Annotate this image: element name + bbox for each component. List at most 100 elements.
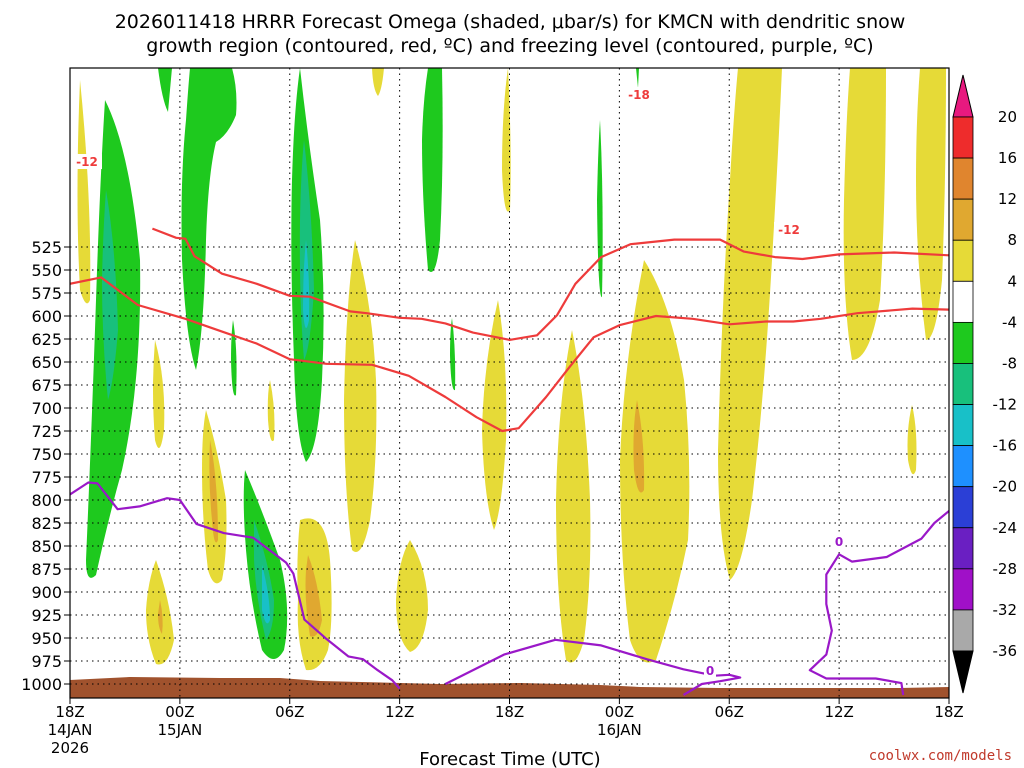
- x-tick-label: 06Z: [275, 703, 304, 721]
- x-axis-label: Forecast Time (UTC): [419, 749, 600, 768]
- x-tick-label: 18Z: [495, 703, 524, 721]
- contour-line: [152, 227, 949, 341]
- y-tick-label: 775: [31, 468, 62, 487]
- omega-neg-region: [422, 68, 443, 272]
- omega-pos-region: [396, 540, 428, 652]
- y-tick-label: 925: [31, 606, 62, 625]
- omega-neg-core: [102, 190, 118, 400]
- contour-line: [444, 638, 742, 696]
- x-tick-label: 12Z: [385, 703, 414, 721]
- colorbar-label: -32: [993, 601, 1018, 619]
- colorbar-label: 8: [1007, 231, 1017, 249]
- contour-line: [808, 510, 949, 696]
- x-tick-label: 18Z: [55, 703, 84, 721]
- colorbar: 20 16 12 8 4 -4 -8 -12 -16 -20 -24 -28 -32 -36: [952, 74, 1018, 694]
- omega-pos-region: [718, 68, 782, 580]
- contour-labels: -12 -18 -12 0 0: [72, 87, 845, 678]
- colorbar-bin: [952, 280, 974, 323]
- colorbar-top-arrow: [952, 74, 974, 118]
- colorbar-bin: [952, 363, 974, 405]
- x-tick-label: 2026: [51, 739, 89, 757]
- ground-terrain: [70, 677, 949, 698]
- omega-pos-region: [633, 400, 645, 493]
- contour-line: [70, 276, 949, 433]
- colorbar-label: -36: [993, 642, 1018, 660]
- colorbar-bin: [952, 157, 974, 200]
- omega-neg-core: [262, 565, 270, 624]
- svg-text:-12: -12: [76, 155, 98, 169]
- contour-label-freezing-east: 0: [704, 663, 716, 678]
- colorbar-bin: [952, 404, 974, 447]
- omega-pos-region: [153, 340, 165, 448]
- colorbar-label: -4: [1002, 313, 1017, 331]
- colorbar-label: 16: [998, 149, 1017, 167]
- x-tick-label: 16JAN: [597, 721, 642, 739]
- y-tick-label: 725: [31, 422, 62, 441]
- colorbar-label: -28: [993, 560, 1018, 578]
- colorbar-bin: [952, 486, 974, 529]
- omega-pos-region: [620, 260, 690, 663]
- colorbar-label: 4: [1007, 272, 1017, 290]
- x-tick-label: 06Z: [715, 703, 744, 721]
- omega-pos-region: [907, 405, 917, 475]
- colorbar-bin: [952, 568, 974, 611]
- colorbar-bin: [952, 445, 974, 488]
- y-tick-label: 950: [31, 629, 62, 648]
- contour-label-freezing-far-east: 0: [833, 534, 845, 549]
- omega-pos-region: [344, 240, 377, 552]
- colorbar-label: -16: [993, 437, 1018, 455]
- omega-pos-region: [556, 330, 591, 663]
- y-tick-label: 850: [31, 537, 62, 556]
- y-tick-label: 650: [31, 353, 62, 372]
- colorbar-bin: [952, 527, 974, 570]
- colorbar-bin: [952, 239, 974, 282]
- omega-pos-region: [372, 68, 384, 96]
- omega-neg-region: [450, 318, 456, 391]
- omega-pos-region: [502, 68, 511, 212]
- y-tick-label: 900: [31, 583, 62, 602]
- svg-text:0: 0: [706, 664, 714, 678]
- colorbar-bin: [952, 609, 974, 652]
- x-tick-label: 14JAN: [48, 721, 93, 739]
- colorbar-bin: [952, 321, 974, 364]
- y-tick-label: 1000: [21, 675, 62, 694]
- x-tick-label: 12Z: [824, 703, 853, 721]
- colorbar-label: 12: [998, 190, 1017, 208]
- colorbar-label: -24: [993, 519, 1018, 537]
- colorbar-label: 20: [998, 108, 1017, 126]
- omega-neg-region: [181, 68, 237, 370]
- x-tick-label: 00Z: [165, 703, 194, 721]
- y-tick-label: 975: [31, 652, 62, 671]
- contour-line: [70, 481, 401, 690]
- colorbar-label: -20: [993, 478, 1018, 496]
- colorbar-bin: [952, 116, 974, 159]
- y-tick-label: 800: [31, 491, 62, 510]
- colorbar-bin: [952, 198, 974, 241]
- omega-pos-region: [209, 440, 218, 543]
- omega-neg-region: [636, 68, 639, 88]
- colorbar-bottom-arrow: [952, 650, 974, 694]
- omega-pos-region: [916, 68, 946, 340]
- omega-pos-region: [305, 555, 322, 637]
- y-tick-label: 550: [31, 261, 62, 280]
- omega-pos-region: [77, 80, 91, 304]
- x-tick-label: 18Z: [934, 703, 963, 721]
- omega-neg-core: [303, 240, 310, 328]
- credit-text: coolwx.com/models: [869, 748, 1012, 764]
- y-tick-label: 750: [31, 445, 62, 464]
- y-tick-label: 825: [31, 514, 62, 533]
- y-tick-label: 600: [31, 307, 62, 326]
- contour-lines: [70, 227, 949, 696]
- svg-text:-18: -18: [628, 88, 650, 102]
- svg-text:-12: -12: [778, 223, 800, 237]
- omega-pos-region: [267, 380, 275, 442]
- y-tick-label: 625: [31, 330, 62, 349]
- colorbar-label: -12: [993, 396, 1018, 414]
- omega-shaded-field: [77, 68, 946, 671]
- omega-neg-region: [231, 320, 237, 396]
- y-tick-label: 675: [31, 376, 62, 395]
- y-tick-label: 875: [31, 560, 62, 579]
- colorbar-label: -8: [1002, 354, 1017, 372]
- y-tick-label: 575: [31, 284, 62, 303]
